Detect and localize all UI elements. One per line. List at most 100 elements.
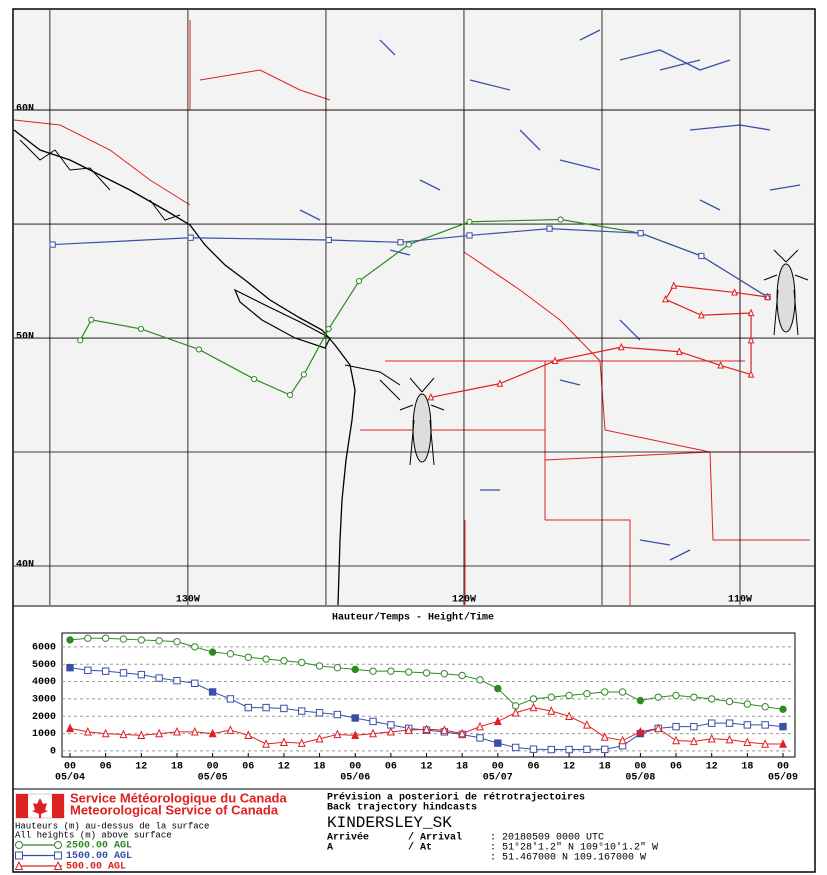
marker (475, 721, 484, 731)
marker (137, 636, 146, 644)
x-tick-label: 18 (599, 762, 611, 773)
marker (66, 723, 75, 733)
marker (779, 722, 787, 731)
marker (300, 371, 307, 378)
maple-leaf (32, 798, 48, 818)
marker (137, 670, 146, 679)
marker (440, 670, 449, 678)
marker (54, 851, 62, 860)
heights-fr: Hauteurs (m) au-dessus de la surface (15, 821, 209, 831)
x-tick-label: 12 (563, 762, 575, 773)
marker (636, 726, 645, 736)
marker (493, 716, 502, 726)
marker (369, 728, 378, 738)
marker (191, 679, 199, 687)
marker (190, 726, 199, 736)
x-tick-label: 06 (527, 762, 539, 773)
chart-title: Hauteur/Temps - Height/Time (332, 612, 494, 624)
marker (226, 650, 235, 658)
product-en: Back trajectory hindcasts (327, 802, 477, 814)
x-tick-label: 00 (349, 762, 361, 773)
marker (466, 218, 473, 225)
x-tick-label: 06 (242, 762, 254, 773)
x-tick-label: 06 (100, 762, 112, 773)
marker (14, 860, 24, 870)
x-tick-label: 120W (452, 595, 476, 606)
marker (244, 730, 253, 740)
marker (286, 391, 294, 399)
marker (155, 728, 164, 738)
marker (743, 721, 752, 729)
marker (226, 695, 235, 703)
marker (404, 725, 413, 734)
marker (187, 234, 194, 241)
y-tick-label: 60N (16, 104, 34, 115)
marker (743, 737, 752, 746)
marker (662, 294, 669, 303)
marker (617, 342, 625, 351)
marker (761, 703, 769, 711)
marker (262, 655, 270, 663)
marker (119, 669, 128, 677)
flag-band (16, 794, 28, 818)
marker (208, 728, 217, 738)
marker (747, 308, 755, 317)
legend-label: 500.00 AGL (66, 862, 126, 873)
marker (725, 719, 734, 727)
x-tick-label: 00 (777, 762, 789, 773)
marker (672, 735, 681, 745)
marker (262, 703, 270, 712)
marker (670, 281, 678, 289)
marker (743, 700, 752, 708)
marker (351, 730, 360, 740)
marker (173, 676, 181, 685)
marker (88, 316, 95, 323)
y-tick-label: 3000 (32, 695, 56, 706)
x-tick-label: 06 (670, 762, 682, 773)
marker (476, 676, 484, 684)
marker (551, 356, 559, 364)
marker (731, 288, 738, 296)
marker (351, 714, 359, 722)
x-date-label: 05/06 (340, 772, 370, 784)
marker (476, 734, 484, 742)
x-tick-label: 12 (706, 762, 718, 773)
marker (195, 346, 203, 353)
y-tick-label: 6000 (32, 643, 56, 654)
marker (717, 361, 725, 369)
island (233, 288, 331, 349)
marker (244, 653, 252, 661)
marker (600, 732, 609, 741)
x-date-label: 05/08 (625, 772, 655, 784)
marker (779, 705, 787, 714)
marker (583, 689, 591, 698)
x-tick-label: 18 (741, 762, 753, 773)
marker (386, 726, 395, 736)
marker (547, 745, 555, 754)
marker (761, 739, 770, 748)
marker (191, 643, 199, 651)
x-date-label: 05/07 (483, 772, 513, 784)
marker (297, 738, 306, 747)
x-date-label: 05/05 (198, 772, 228, 784)
marker (725, 697, 734, 706)
x-date-label: 05/09 (768, 772, 798, 784)
station: KINDERSLEY_SK (327, 814, 452, 832)
marker (119, 635, 128, 643)
marker (747, 370, 755, 378)
marker (494, 684, 502, 693)
marker (654, 693, 662, 701)
agency-en: Meteorological Service of Canada (70, 802, 279, 817)
marker (698, 252, 705, 260)
heights-en: All heights (m) above surface (15, 830, 172, 840)
marker (582, 720, 591, 729)
insect (399, 377, 445, 466)
marker (298, 658, 306, 667)
marker (77, 337, 84, 344)
flag-band (52, 794, 64, 818)
marker (315, 662, 324, 670)
marker (565, 745, 573, 754)
marker (15, 851, 23, 860)
marker (422, 724, 431, 733)
